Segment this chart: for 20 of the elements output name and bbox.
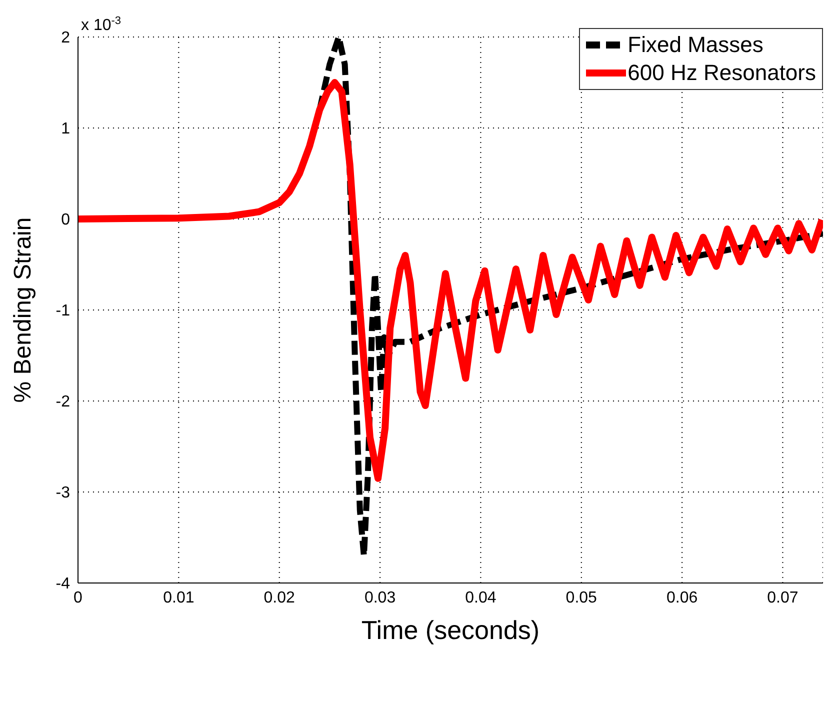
legend-label: 600 Hz Resonators bbox=[628, 59, 816, 87]
y-tick-label: -4 bbox=[56, 576, 70, 593]
x-tick-label: 0.05 bbox=[566, 589, 598, 606]
x-tick-label: 0.01 bbox=[163, 589, 194, 606]
x-tick-label: 0.06 bbox=[666, 589, 698, 606]
x-axis-title: Time (seconds) bbox=[361, 615, 540, 645]
y-tick-label: -2 bbox=[56, 394, 70, 411]
x-tick-label: 0.02 bbox=[264, 589, 296, 606]
y-tick-label: 2 bbox=[61, 30, 70, 47]
y-tick-label: 1 bbox=[61, 120, 70, 138]
x-tick-label: 0.07 bbox=[767, 589, 798, 606]
y-tick-label: 0 bbox=[61, 212, 70, 229]
x-tick-label: 0 bbox=[74, 589, 83, 606]
x-tick-label: 0.04 bbox=[465, 589, 496, 606]
y-axis-title: % Bending Strain bbox=[10, 217, 37, 403]
x-tick-label: 0.03 bbox=[364, 589, 396, 606]
legend-label: Fixed Masses bbox=[628, 31, 764, 59]
text: x 10$^{-3}$ bbox=[81, 15, 122, 34]
y-tick-label: -3 bbox=[56, 484, 70, 502]
y-tick-label: -1 bbox=[56, 302, 70, 320]
